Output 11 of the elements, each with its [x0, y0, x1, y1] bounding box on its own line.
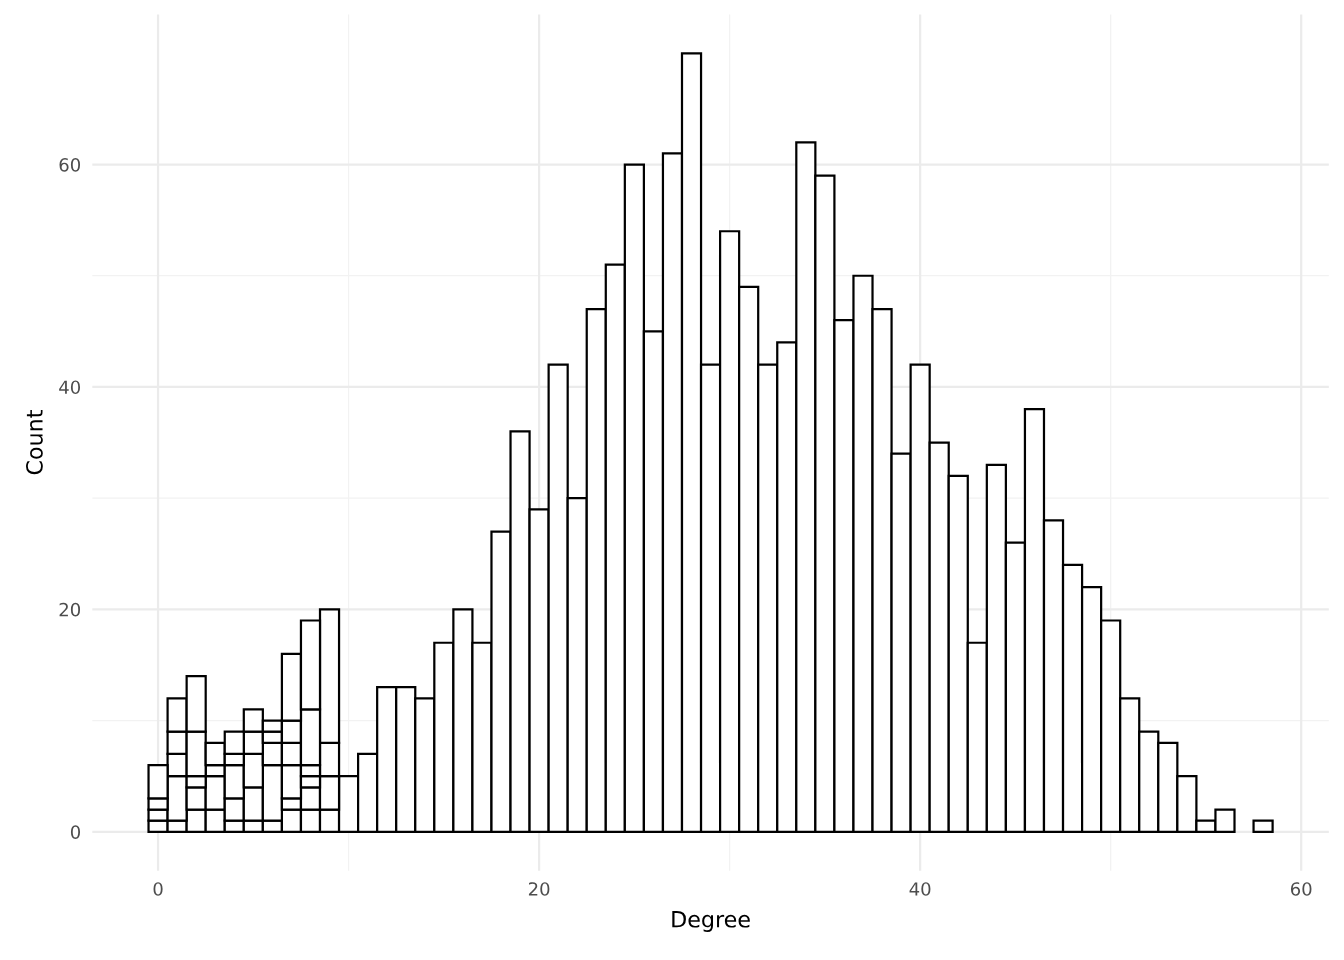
- y-tick-label: 0: [70, 825, 81, 839]
- y-tick-label: 60: [59, 157, 81, 172]
- x-tick-label: 20: [528, 882, 550, 896]
- x-tick-label: 40: [909, 882, 931, 896]
- y-tick-label: 20: [59, 602, 81, 617]
- x-tick-label: 0: [153, 882, 163, 896]
- x-tick-label: 60: [1290, 882, 1312, 896]
- bar: [1252, 819, 1274, 833]
- y-tick-label: 40: [59, 380, 81, 395]
- y-axis-title: Count: [26, 410, 43, 475]
- x-axis-title: Degree: [672, 911, 750, 932]
